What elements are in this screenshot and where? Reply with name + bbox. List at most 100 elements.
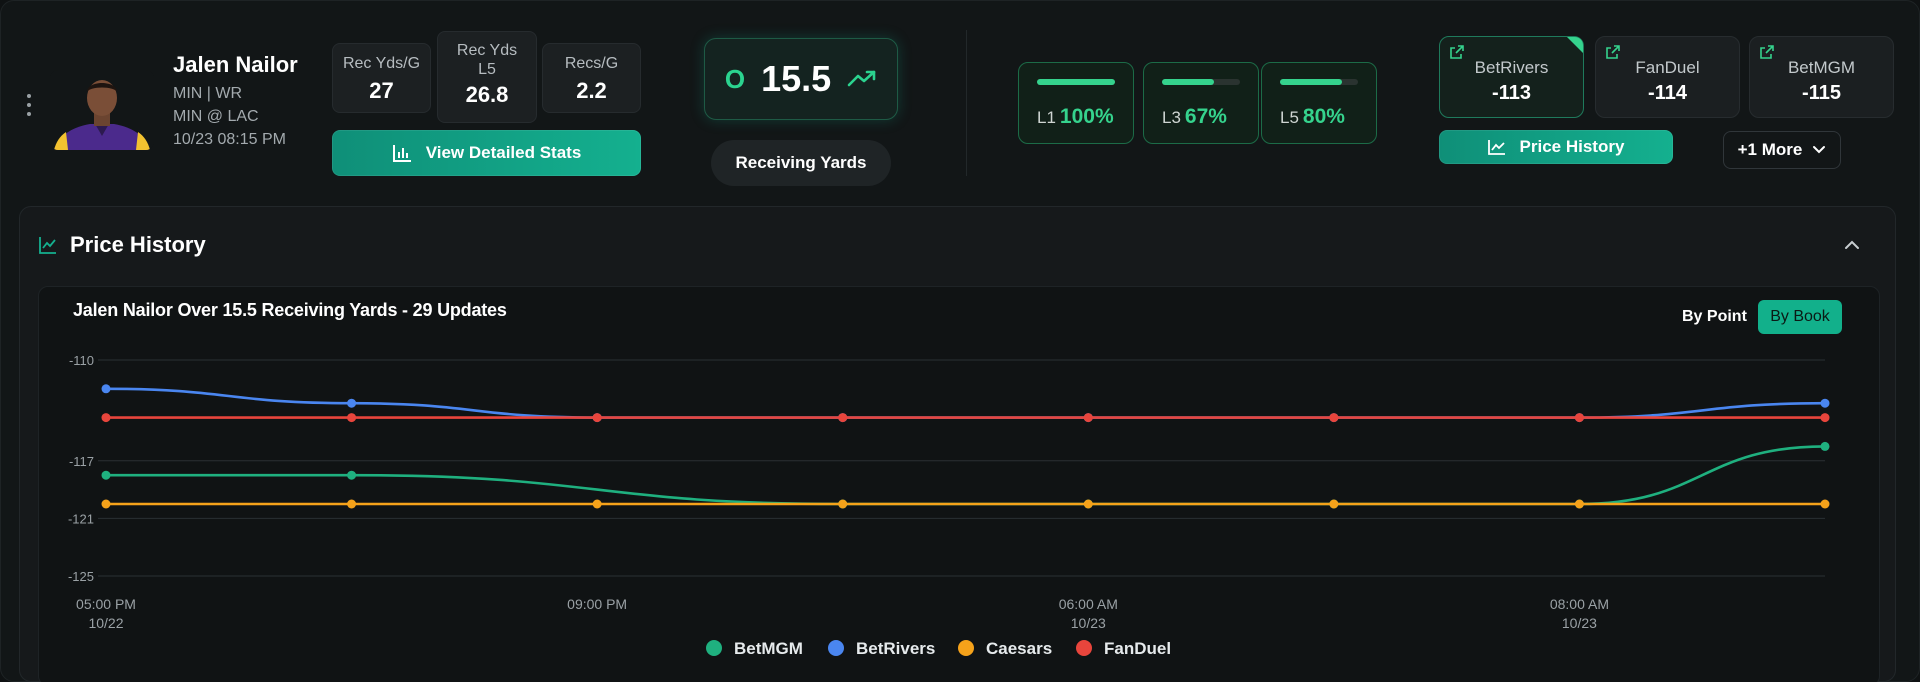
stat-value: 2.2 <box>576 78 607 103</box>
hit-rate-label: L1 <box>1037 108 1056 127</box>
stat-label: Rec Yds L5 <box>456 42 518 78</box>
price-history-label: Price History <box>1519 137 1625 156</box>
data-point-fanduel <box>592 413 602 423</box>
more-books-label: +1 More <box>1737 140 1803 159</box>
data-point-fanduel <box>1820 413 1830 423</box>
book-name: BetMGM <box>1787 58 1856 77</box>
data-point-fanduel <box>347 413 357 423</box>
hit-rate-l1: L1 100% <box>1018 62 1134 144</box>
divider <box>966 30 967 176</box>
data-point-caesars <box>838 499 848 509</box>
line-chart-icon <box>39 237 56 254</box>
data-point-caesars <box>1083 499 1093 509</box>
team-position: MIN | WR <box>173 85 243 102</box>
y-tick-label: -117 <box>69 454 94 469</box>
market-pill[interactable]: Receiving Yards <box>711 140 891 186</box>
legend-marker <box>828 640 844 656</box>
line-display[interactable]: O 15.5 <box>704 38 898 120</box>
legend-label: BetMGM <box>734 639 803 658</box>
trending-up-icon <box>847 70 876 87</box>
hit-rate-bar <box>1280 79 1358 85</box>
external-link-icon <box>1760 45 1774 59</box>
data-point-betrivers <box>347 398 357 408</box>
data-point-betmgm <box>347 470 357 480</box>
data-point-fanduel <box>838 413 848 423</box>
data-point-caesars <box>101 499 111 509</box>
series-line-betmgm <box>106 445 1826 506</box>
hit-rate-bar <box>1037 79 1115 85</box>
chevron-up-icon[interactable] <box>1842 238 1862 252</box>
chart-card <box>38 286 1880 682</box>
hit-rate-bar <box>1162 79 1240 85</box>
data-point-fanduel <box>101 413 111 423</box>
line-value: 15.5 <box>761 58 832 99</box>
hit-rate-l5: L5 80% <box>1261 62 1377 144</box>
legend-marker <box>706 640 722 656</box>
data-point-caesars <box>1574 499 1584 509</box>
data-point-betrivers <box>1820 398 1830 408</box>
hit-rate-label: L5 <box>1280 108 1299 127</box>
y-tick-label: -110 <box>69 353 94 368</box>
stat-value: 26.8 <box>465 82 509 107</box>
x-tick-label: 10/23 <box>1071 615 1106 631</box>
more-options-icon[interactable] <box>24 94 34 116</box>
panel-title: Price History <box>70 232 206 257</box>
data-point-fanduel <box>1574 413 1584 423</box>
hit-rate-l3: L3 67% <box>1143 62 1259 144</box>
legend-label: BetRivers <box>856 639 935 658</box>
game-datetime: 10/23 08:15 PM <box>173 131 286 148</box>
stat-recs-per-game: Recs/G 2.2 <box>542 43 641 113</box>
book-price: -115 <box>1802 82 1841 104</box>
more-books-dropdown[interactable]: +1 More <box>1723 131 1841 169</box>
x-tick-label: 10/22 <box>88 615 123 631</box>
line-side: O <box>724 63 746 94</box>
by-point-toggle[interactable]: By Point <box>1682 308 1747 325</box>
stat-rec-yds-per-game: Rec Yds/G 27 <box>332 43 431 113</box>
selected-indicator <box>1567 37 1583 53</box>
legend-label: Caesars <box>986 639 1052 658</box>
data-point-caesars <box>592 499 602 509</box>
book-name: BetRivers <box>1474 58 1549 77</box>
x-tick-label: 08:00 AM <box>1550 596 1609 612</box>
x-tick-label: 09:00 PM <box>567 596 627 612</box>
book-price: -114 <box>1648 82 1687 104</box>
book-card-betrivers[interactable]: BetRivers -113 <box>1439 36 1584 118</box>
matchup: MIN @ LAC <box>173 108 259 125</box>
series-line-betrivers <box>105 387 1826 419</box>
hit-rate-label: L3 <box>1162 108 1181 127</box>
player-name: Jalen Nailor <box>173 52 298 77</box>
data-point-caesars <box>1329 499 1339 509</box>
view-detailed-stats-button[interactable]: View Detailed Stats <box>332 130 641 176</box>
legend-label: FanDuel <box>1104 639 1171 658</box>
avatar <box>50 70 154 150</box>
data-point-caesars <box>1820 499 1830 509</box>
stat-rec-yds-l5: Rec Yds L5 26.8 <box>437 31 537 123</box>
data-point-betmgm <box>1820 441 1830 451</box>
external-link-icon <box>1606 45 1620 59</box>
y-tick-label: -121 <box>68 511 94 526</box>
data-point-caesars <box>347 499 357 509</box>
stat-label: Rec Yds/G <box>342 55 421 72</box>
book-card-betmgm[interactable]: BetMGM -115 <box>1749 36 1894 118</box>
stat-label: Recs/G <box>564 55 619 72</box>
legend-marker <box>958 640 974 656</box>
x-tick-label: 06:00 AM <box>1059 596 1118 612</box>
hit-rate-value: 80% <box>1302 105 1345 128</box>
view-detailed-stats-label: View Detailed Stats <box>425 143 582 162</box>
bar-chart-icon <box>392 145 411 162</box>
hit-rate-value: 100% <box>1059 105 1114 128</box>
line-chart-icon <box>1487 140 1505 155</box>
price-history-button[interactable]: Price History <box>1439 130 1673 164</box>
external-link-icon <box>1450 45 1464 59</box>
legend-marker <box>1076 640 1092 656</box>
data-point-fanduel <box>1329 413 1339 423</box>
book-card-fanduel[interactable]: FanDuel -114 <box>1595 36 1740 118</box>
y-tick-label: -125 <box>68 569 94 584</box>
book-name: FanDuel <box>1635 58 1700 77</box>
x-tick-label: 05:00 PM <box>76 596 136 612</box>
stat-value: 27 <box>369 78 394 103</box>
by-book-toggle[interactable]: By Book <box>1758 300 1842 334</box>
data-point-betmgm <box>101 470 111 480</box>
hit-rate-value: 67% <box>1184 105 1227 128</box>
